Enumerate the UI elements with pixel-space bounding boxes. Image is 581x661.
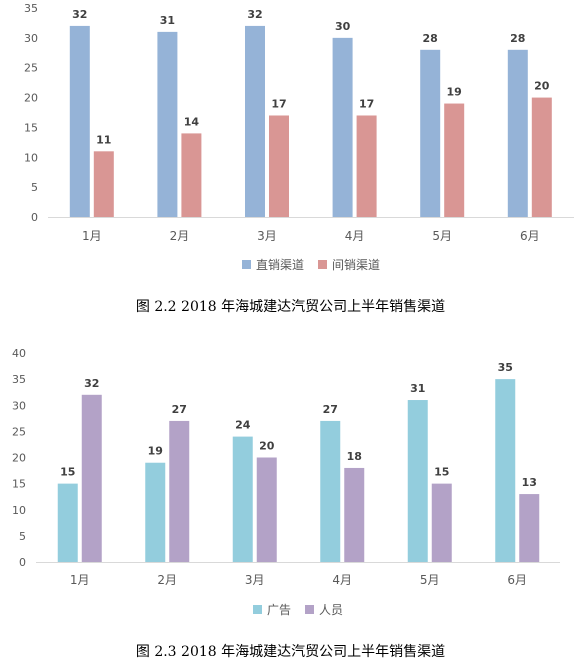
data-label: 31 bbox=[160, 14, 175, 27]
x-category-label: 2月 bbox=[170, 229, 190, 243]
data-label: 32 bbox=[72, 8, 87, 21]
data-label: 24 bbox=[235, 419, 251, 432]
bar-2-2 bbox=[181, 133, 202, 217]
figure-caption-2-3: 图 2.3 2018 年海城建达汽贸公司上半年销售渠道 bbox=[135, 644, 446, 660]
bar-2-3 bbox=[269, 115, 289, 217]
y-tick-label: 20 bbox=[12, 452, 26, 465]
y-tick-label: 35 bbox=[24, 2, 38, 15]
x-category-label: 4月 bbox=[332, 573, 352, 587]
y-tick-label: 25 bbox=[24, 62, 38, 75]
bar-1-6 bbox=[507, 49, 528, 217]
y-tick-label: 35 bbox=[12, 373, 26, 386]
y-tick-label: 30 bbox=[24, 32, 38, 45]
data-label: 19 bbox=[447, 86, 462, 99]
y-tick-label: 25 bbox=[12, 425, 26, 438]
bar-1-6 bbox=[495, 379, 516, 562]
data-label: 15 bbox=[434, 466, 449, 479]
bar-2-6 bbox=[519, 494, 540, 562]
data-label: 32 bbox=[247, 8, 262, 21]
data-label: 11 bbox=[96, 133, 111, 146]
data-label: 27 bbox=[323, 403, 338, 416]
x-category-label: 5月 bbox=[420, 573, 440, 587]
y-tick-label: 20 bbox=[24, 92, 38, 105]
data-label: 31 bbox=[410, 382, 425, 395]
bar-2-2 bbox=[169, 420, 190, 562]
y-tick-label: 10 bbox=[24, 151, 38, 164]
chart-1-svg: 0 5 10 15 20 25 30 35 32 11 1月 31 14 2月 32 17 3月 30 17 4月 28… bbox=[24, 2, 574, 272]
bar-1-5 bbox=[407, 400, 428, 562]
bar-2-4 bbox=[344, 467, 365, 562]
data-label: 17 bbox=[271, 97, 286, 110]
legend-swatch-2 bbox=[305, 605, 314, 614]
y-tick-label: 15 bbox=[24, 121, 38, 134]
data-label: 17 bbox=[359, 97, 374, 110]
bar-1-4 bbox=[320, 420, 341, 562]
figure-caption-2-2: 图 2.2 2018 年海城建达汽贸公司上半年销售渠道 bbox=[135, 299, 446, 315]
y-tick-label: 0 bbox=[31, 211, 38, 224]
x-category-label: 2月 bbox=[157, 573, 177, 587]
x-category-label: 3月 bbox=[257, 229, 277, 243]
data-label: 35 bbox=[498, 361, 513, 374]
bar-1-3 bbox=[232, 436, 253, 562]
x-category-label: 1月 bbox=[82, 229, 102, 243]
data-label: 15 bbox=[60, 466, 75, 479]
bar-1-2 bbox=[145, 462, 166, 562]
bar-2-5 bbox=[431, 483, 452, 562]
y-tick-label: 0 bbox=[19, 556, 26, 569]
y-tick-label: 5 bbox=[19, 530, 26, 543]
data-label: 20 bbox=[259, 440, 275, 453]
legend-label-2: 人员 bbox=[319, 603, 343, 617]
legend-swatch-1 bbox=[253, 605, 262, 614]
legend-swatch-1 bbox=[242, 260, 251, 269]
data-label: 32 bbox=[84, 377, 99, 390]
bar-1-1 bbox=[69, 25, 90, 217]
bar-2-5 bbox=[444, 103, 465, 217]
x-category-label: 6月 bbox=[507, 573, 527, 587]
legend-label-1: 广告 bbox=[267, 603, 291, 617]
legend-label-2: 间销渠道 bbox=[332, 258, 380, 272]
bar-2-3 bbox=[256, 457, 277, 562]
data-label: 18 bbox=[347, 450, 362, 463]
data-label: 20 bbox=[534, 80, 550, 93]
x-category-label: 4月 bbox=[345, 229, 365, 243]
bar-1-1 bbox=[57, 483, 78, 562]
y-tick-label: 5 bbox=[31, 181, 38, 194]
chart-2-svg: 0 5 10 15 20 25 30 35 40 15 32 1月 19 27 2月 24 20 3月 27 18 4月… bbox=[12, 347, 560, 617]
bar-2-6 bbox=[531, 97, 552, 217]
data-label: 27 bbox=[172, 403, 187, 416]
x-category-label: 3月 bbox=[245, 573, 265, 587]
x-category-label: 5月 bbox=[432, 229, 452, 243]
legend-label-1: 直销渠道 bbox=[256, 258, 304, 272]
data-label: 14 bbox=[184, 115, 200, 128]
y-tick-label: 10 bbox=[12, 504, 26, 517]
bar-1-3 bbox=[245, 25, 265, 217]
x-category-label: 1月 bbox=[70, 573, 90, 587]
bar-1-2 bbox=[157, 31, 178, 218]
chart-sales-channels-direct-indirect: 0 5 10 15 20 25 30 35 32 11 1月 31 14 2月 32 17 3月 30 17 4月 28… bbox=[0, 0, 581, 320]
data-label: 28 bbox=[423, 32, 438, 45]
bar-2-1 bbox=[81, 394, 102, 562]
data-label: 13 bbox=[522, 476, 537, 489]
data-label: 28 bbox=[510, 32, 525, 45]
y-tick-label: 30 bbox=[12, 399, 26, 412]
x-category-label: 6月 bbox=[520, 229, 540, 243]
data-label: 30 bbox=[335, 20, 351, 33]
bar-1-5 bbox=[420, 49, 441, 217]
data-label: 19 bbox=[148, 445, 163, 458]
y-tick-label: 40 bbox=[12, 347, 26, 360]
bar-2-1 bbox=[93, 151, 114, 217]
bar-1-4 bbox=[332, 37, 353, 217]
bar-2-4 bbox=[356, 115, 377, 217]
y-tick-label: 15 bbox=[12, 478, 26, 491]
legend-swatch-2 bbox=[318, 260, 327, 269]
chart-sales-channels-ads-personnel: 0 5 10 15 20 25 30 35 40 15 32 1月 19 27 2月 24 20 3月 27 18 4月… bbox=[0, 336, 581, 661]
